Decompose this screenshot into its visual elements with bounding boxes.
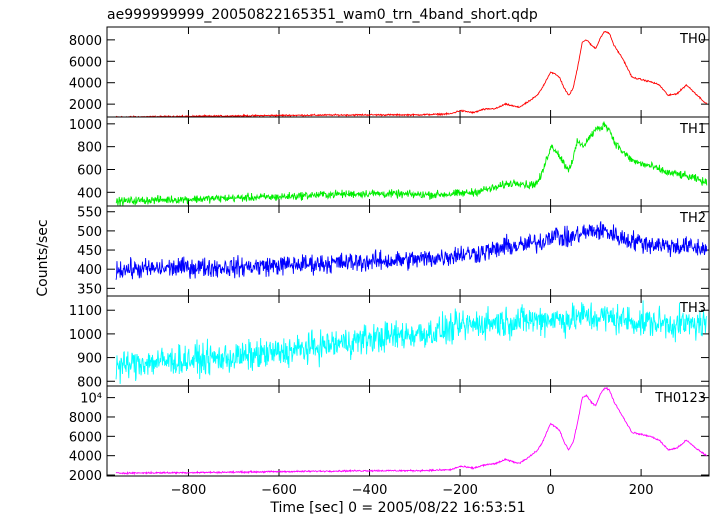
panel-frame [106, 26, 710, 118]
y-tick-label: 800 [77, 375, 102, 390]
panel-th3: 800 900 1000 1100 TH3 [69, 295, 710, 390]
panel-th1: 400 600 800 1000 TH1 [69, 116, 710, 207]
series-line-th3 [115, 300, 708, 384]
y-tick-label: 1000 [69, 118, 102, 133]
series-line-th0 [115, 30, 708, 117]
panel-th0: 2000 4000 6000 8000 TH0 [69, 26, 710, 118]
y-tick-label: 350 [77, 282, 102, 297]
y-tick-label: 400 [77, 186, 102, 201]
x-tick-label: 200 [629, 483, 654, 498]
series-label-th2: TH2 [679, 211, 706, 226]
y-tick-label: 2000 [69, 98, 102, 113]
y-tick-label: 1100 [69, 304, 102, 319]
panel-th2: 350 400 450 500 550 TH2 [77, 205, 710, 297]
y-tick-label: 10⁴ [80, 392, 102, 407]
series-line-th2 [115, 221, 708, 280]
y-tick-label: 400 [77, 263, 102, 278]
series-label-th0123: TH0123 [654, 391, 706, 406]
y-tick-label: 550 [77, 206, 102, 221]
x-axis-title: Time [sec] 0 = 2005/08/22 16:53:51 [269, 500, 525, 516]
series-line-th0123 [115, 386, 708, 476]
x-tick-label: −800 [171, 483, 207, 498]
y-tick-label: 500 [77, 225, 102, 240]
series-line-th1 [115, 121, 708, 206]
y-tick-label: 4000 [69, 77, 102, 92]
series-label-th3: TH3 [679, 301, 706, 316]
y-tick-label: 8000 [69, 34, 102, 49]
y-axis-title: Counts/sec [35, 219, 51, 296]
x-tick-label: 0 [546, 483, 554, 498]
y-tick-label: 2000 [69, 469, 102, 484]
x-axis-group: −800 −600 −400 −200 0 200 [171, 483, 654, 498]
x-tick-label: −400 [352, 483, 388, 498]
y-tick-label: 8000 [69, 411, 102, 426]
y-tick-label: 4000 [69, 450, 102, 465]
y-tick-label: 6000 [69, 430, 102, 445]
series-label-th0: TH0 [679, 32, 706, 47]
panel-th0123: 2000 4000 6000 8000 10⁴ TH0123 [69, 385, 710, 484]
y-tick-label: 800 [77, 141, 102, 156]
y-tick-label: 6000 [69, 55, 102, 70]
y-tick-label: 900 [77, 352, 102, 367]
panel-frame [106, 205, 710, 297]
y-tick-label: 600 [77, 163, 102, 178]
y-tick-label: 1000 [69, 328, 102, 343]
series-label-th1: TH1 [679, 122, 706, 137]
panels-group: 2000 4000 6000 8000 TH0 400 600 800 1000 TH1 350 40… [69, 26, 710, 484]
chart-title: ae999999999_20050822165351_wam0_trn_4ban… [107, 7, 538, 23]
x-tick-label: −200 [442, 483, 478, 498]
panel-frame [106, 385, 710, 477]
y-tick-label: 450 [77, 244, 102, 259]
x-tick-label: −600 [261, 483, 297, 498]
